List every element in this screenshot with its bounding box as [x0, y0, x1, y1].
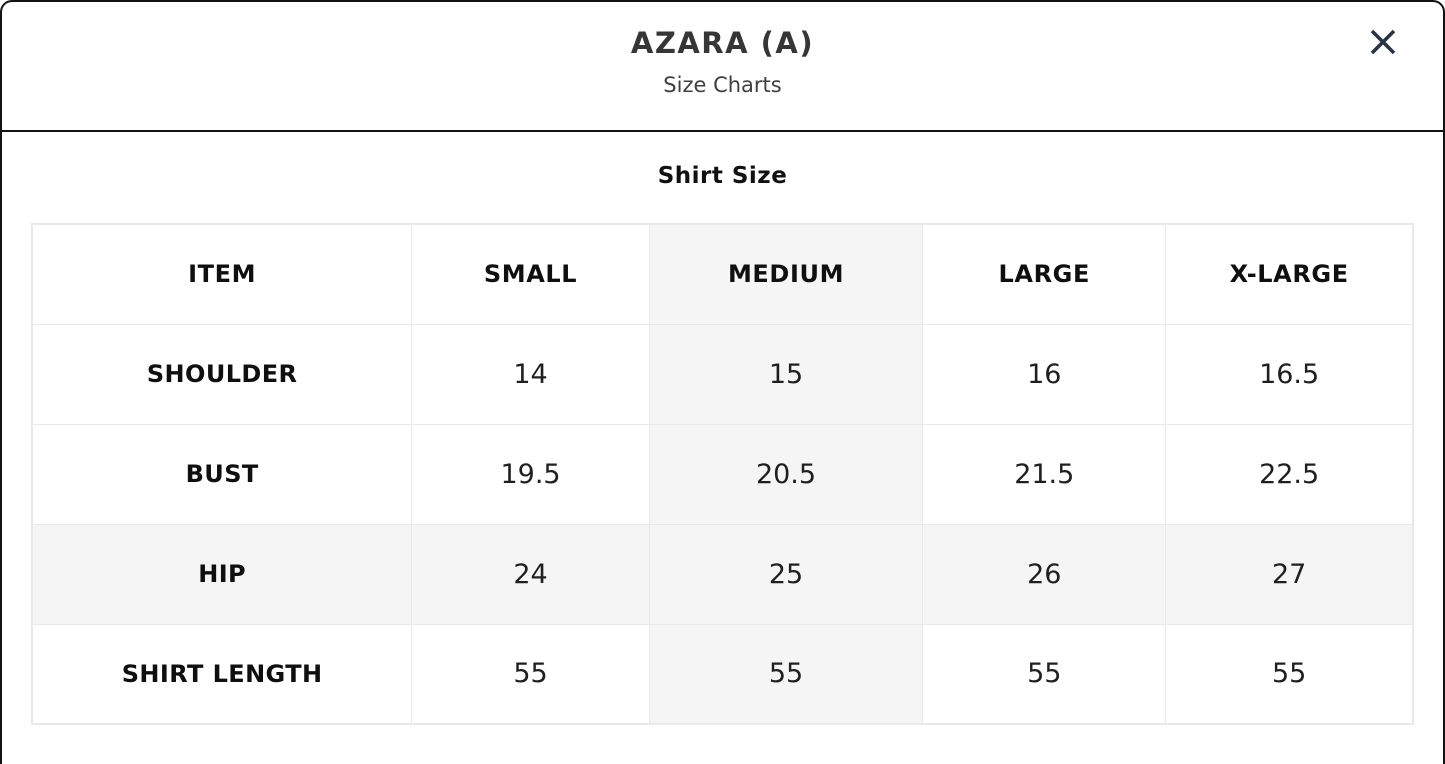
cell-bust-medium: 20.5 [648, 423, 924, 525]
column-header-item: ITEM [31, 223, 413, 325]
cell-hip-large: 26 [922, 523, 1167, 625]
cell-shirt-length-medium: 55 [648, 623, 924, 725]
column-header-large: LARGE [922, 223, 1167, 325]
cell-bust-large: 21.5 [922, 423, 1167, 525]
row-label-hip: HIP [31, 523, 413, 625]
table-row-hip: HIP 24 25 26 27 [31, 523, 1414, 625]
size-chart-table-wrap: ITEM SMALL MEDIUM LARGE X-LARGE SHOULDER 14 15… [31, 223, 1414, 725]
column-header-small: SMALL [411, 223, 650, 325]
section-heading: Shirt Size [657, 163, 788, 189]
cell-shirt-length-large: 55 [922, 623, 1167, 725]
cell-shoulder-medium: 15 [648, 323, 924, 425]
cell-hip-x-large: 27 [1165, 523, 1414, 625]
row-label-shoulder: SHOULDER [31, 323, 413, 425]
column-header-x-large: X-LARGE [1165, 223, 1414, 325]
table-row-bust: BUST 19.5 20.5 21.5 22.5 [31, 423, 1414, 525]
modal-subtitle: Size Charts [663, 73, 782, 97]
column-header-medium: MEDIUM [648, 223, 924, 325]
row-label-shirt-length: SHIRT LENGTH [31, 623, 413, 725]
modal-body: Shirt Size ITEM SMALL MEDIUM LARGE X-LARGE S… [2, 163, 1443, 725]
cell-shoulder-x-large: 16.5 [1165, 323, 1414, 425]
close-button[interactable] [1359, 18, 1407, 66]
row-label-bust: BUST [31, 423, 413, 525]
cell-shoulder-large: 16 [922, 323, 1167, 425]
cell-shirt-length-small: 55 [411, 623, 650, 725]
cell-hip-small: 24 [411, 523, 650, 625]
cell-hip-medium: 25 [648, 523, 924, 625]
cell-bust-small: 19.5 [411, 423, 650, 525]
cell-bust-x-large: 22.5 [1165, 423, 1414, 525]
modal-title: AZARA (A) [630, 26, 815, 60]
close-icon [1370, 29, 1396, 55]
cell-shirt-length-x-large: 55 [1165, 623, 1414, 725]
modal-header: AZARA (A) Size Charts [2, 2, 1443, 132]
cell-shoulder-small: 14 [411, 323, 650, 425]
size-chart-table: ITEM SMALL MEDIUM LARGE X-LARGE SHOULDER 14 15… [31, 223, 1414, 725]
table-row-shoulder: SHOULDER 14 15 16 16.5 [31, 323, 1414, 425]
table-row-shirt-length: SHIRT LENGTH 55 55 55 55 [31, 623, 1414, 725]
table-header-row: ITEM SMALL MEDIUM LARGE X-LARGE [31, 223, 1414, 325]
